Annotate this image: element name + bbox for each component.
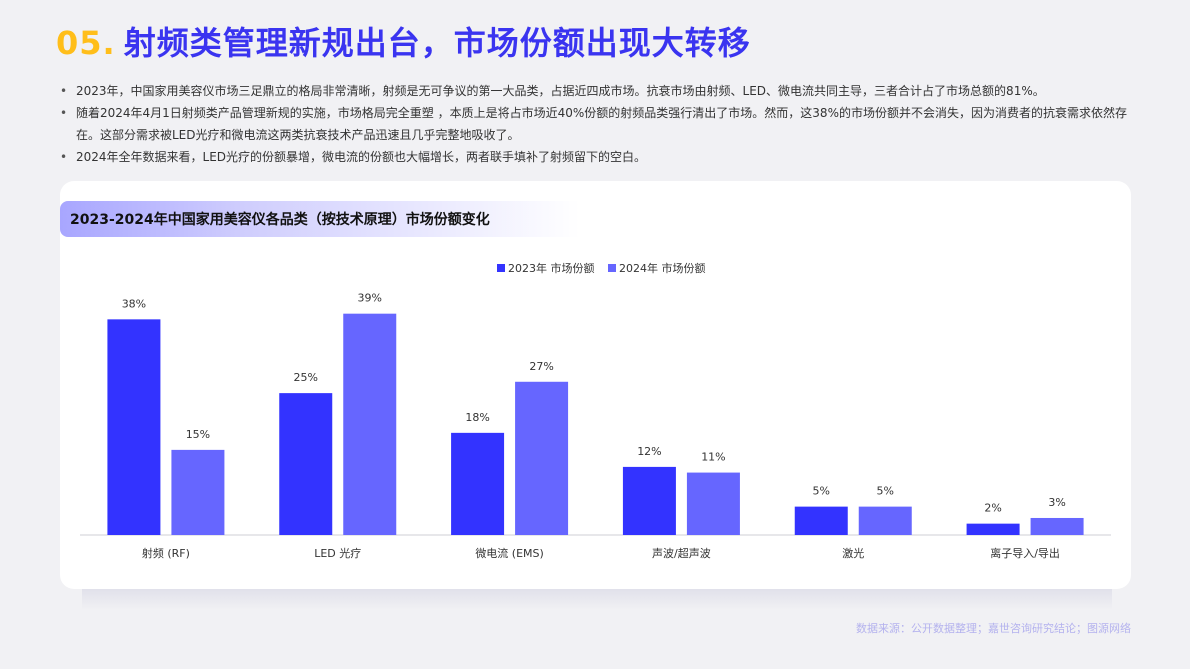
legend-label: 2023年 市场份额 (508, 261, 595, 275)
data-label: 11% (701, 451, 725, 464)
data-label: 39% (358, 292, 382, 305)
bullet-item: 随着2024年4月1日射频类产品管理新规的实施，市场格局完全重塑 ，本质上是将占… (60, 102, 1140, 146)
card-shadow (82, 588, 1112, 610)
data-label: 2% (984, 502, 1001, 515)
data-label: 38% (122, 297, 146, 310)
x-tick-label: 离子导入/导出 (990, 546, 1060, 560)
bullet-item: 2023年，中国家用美容仪市场三足鼎立的格局非常清晰，射频是无可争议的第一大品类… (60, 80, 1140, 102)
data-label: 15% (186, 428, 210, 441)
bar (107, 319, 161, 535)
data-label: 25% (294, 371, 318, 384)
title-text: 射频类管理新规出台，市场份额出现大转移 (123, 24, 751, 62)
page-title: 05. 射频类管理新规出台，市场份额出现大转移 (56, 18, 751, 64)
x-tick-label: 射频 (RF) (142, 546, 190, 560)
x-tick-label: 声波/超声波 (652, 546, 711, 560)
chart-title: 2023-2024年中国家用美容仪各品类（按技术原理）市场份额变化 (70, 212, 490, 228)
chart-card: 2023-2024年中国家用美容仪各品类（按技术原理）市场份额变化 2023年 … (60, 181, 1131, 589)
data-label: 18% (465, 411, 489, 424)
bar (686, 472, 740, 535)
data-label: 5% (813, 485, 830, 498)
data-label: 27% (529, 360, 553, 373)
bar (451, 432, 505, 535)
bar (279, 393, 333, 535)
bar (343, 313, 397, 535)
bar (1030, 517, 1084, 535)
bar (794, 506, 848, 535)
bar (515, 381, 569, 535)
x-tick-label: LED 光疗 (314, 546, 361, 560)
section-number: 05. (56, 24, 116, 62)
data-label: 12% (637, 445, 661, 458)
data-label: 3% (1048, 496, 1065, 509)
bar (966, 523, 1020, 535)
bar-chart: 2023年 市场份额 2024年 市场份额 38% 15% 射频 (RF) 25% 39% L… (80, 261, 1111, 560)
bar (622, 466, 676, 535)
bar (858, 506, 912, 535)
legend-swatch (497, 264, 505, 272)
bullet-list: 2023年，中国家用美容仪市场三足鼎立的格局非常清晰，射频是无可争议的第一大品类… (60, 80, 1140, 168)
legend-swatch (608, 264, 616, 272)
data-source-note: 数据来源：公开数据整理；嘉世咨询研究结论；图源网络 (856, 622, 1131, 635)
data-label: 5% (877, 485, 894, 498)
chart-title-banner: 2023-2024年中国家用美容仪各品类（按技术原理）市场份额变化 (60, 201, 580, 237)
x-tick-label: 激光 (842, 546, 864, 560)
legend-label: 2024年 市场份额 (619, 261, 706, 275)
bullet-item: 2024年全年数据来看，LED光疗的份额暴增，微电流的份额也大幅增长，两者联手填… (60, 146, 1140, 168)
bar (171, 449, 225, 535)
x-tick-label: 微电流 (EMS) (475, 546, 544, 560)
